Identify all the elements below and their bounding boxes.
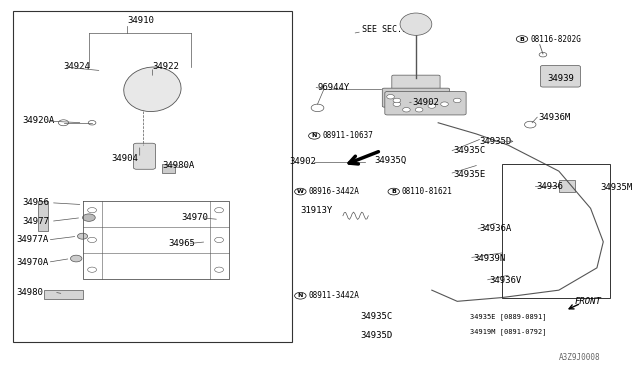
Text: FRONT: FRONT <box>575 297 602 306</box>
FancyBboxPatch shape <box>392 75 440 92</box>
Bar <box>38 201 47 231</box>
Text: 34910: 34910 <box>127 16 154 25</box>
Text: 34935Q: 34935Q <box>374 155 407 164</box>
Ellipse shape <box>400 13 432 35</box>
Circle shape <box>214 267 223 272</box>
Circle shape <box>214 237 223 243</box>
Circle shape <box>525 121 536 128</box>
Text: 34902: 34902 <box>413 98 440 107</box>
Text: 34939: 34939 <box>547 74 574 83</box>
Text: N: N <box>312 133 317 138</box>
Circle shape <box>214 208 223 213</box>
Ellipse shape <box>124 67 181 112</box>
Text: 08911-3442A: 08911-3442A <box>308 291 360 300</box>
Circle shape <box>403 108 410 112</box>
Circle shape <box>58 120 68 126</box>
Text: 34924: 34924 <box>63 62 90 71</box>
Text: 34936: 34936 <box>536 182 563 190</box>
Circle shape <box>70 255 82 262</box>
Text: 34936A: 34936A <box>479 224 512 233</box>
FancyBboxPatch shape <box>382 88 450 107</box>
Text: 34980A: 34980A <box>162 161 194 170</box>
Circle shape <box>77 233 88 239</box>
Bar <box>559 180 575 192</box>
Text: 34980: 34980 <box>16 288 43 296</box>
Text: 34965: 34965 <box>168 239 195 248</box>
Circle shape <box>428 104 436 108</box>
Text: 34920A: 34920A <box>22 116 54 125</box>
Text: W: W <box>297 189 304 194</box>
Text: 08116-8202G: 08116-8202G <box>531 35 581 44</box>
Text: 34970: 34970 <box>181 213 208 222</box>
Text: 34922: 34922 <box>152 62 179 71</box>
Circle shape <box>88 121 96 125</box>
Text: 96944Y: 96944Y <box>317 83 350 92</box>
Bar <box>162 164 175 173</box>
Circle shape <box>415 108 423 112</box>
Text: 34935M: 34935M <box>600 183 632 192</box>
Bar <box>502 164 610 298</box>
Text: 08916-3442A: 08916-3442A <box>308 187 360 196</box>
Text: B: B <box>391 189 396 194</box>
Text: 34977: 34977 <box>22 217 49 226</box>
Circle shape <box>539 52 547 57</box>
FancyBboxPatch shape <box>133 143 156 169</box>
Text: 34935D: 34935D <box>360 331 392 340</box>
Text: 08911-10637: 08911-10637 <box>323 131 374 140</box>
Circle shape <box>88 208 97 213</box>
Circle shape <box>393 102 401 106</box>
Text: 34956: 34956 <box>22 198 49 207</box>
Text: 34935E [0889-0891]: 34935E [0889-0891] <box>470 314 547 320</box>
Text: 34935D: 34935D <box>479 137 512 146</box>
Circle shape <box>453 98 461 103</box>
Circle shape <box>88 237 97 243</box>
Text: N: N <box>298 293 303 298</box>
FancyBboxPatch shape <box>385 92 466 115</box>
Bar <box>13 11 292 342</box>
Circle shape <box>88 267 97 272</box>
Text: 34970A: 34970A <box>16 258 48 267</box>
Circle shape <box>441 102 449 106</box>
Text: SEE SEC.969: SEE SEC.969 <box>362 25 417 33</box>
Text: 34936M: 34936M <box>538 113 571 122</box>
FancyBboxPatch shape <box>540 65 580 87</box>
Bar <box>44 290 83 299</box>
Text: 34936V: 34936V <box>489 276 521 285</box>
Text: 34935C: 34935C <box>453 146 486 155</box>
Text: 34904: 34904 <box>111 154 138 163</box>
Circle shape <box>393 98 401 103</box>
Circle shape <box>311 104 324 112</box>
Text: 34902: 34902 <box>289 157 316 166</box>
Circle shape <box>387 94 394 99</box>
Text: 34935C: 34935C <box>360 312 392 321</box>
Circle shape <box>83 214 95 221</box>
Text: 31913Y: 31913Y <box>300 206 333 215</box>
Text: A3Z9J0008: A3Z9J0008 <box>559 353 600 362</box>
Text: 34919M [0891-0792]: 34919M [0891-0792] <box>470 328 547 335</box>
Text: B: B <box>520 36 524 42</box>
Text: 08110-81621: 08110-81621 <box>402 187 453 196</box>
Text: 34977A: 34977A <box>16 235 48 244</box>
Text: 34935E: 34935E <box>453 170 486 179</box>
Text: 34939N: 34939N <box>473 254 506 263</box>
